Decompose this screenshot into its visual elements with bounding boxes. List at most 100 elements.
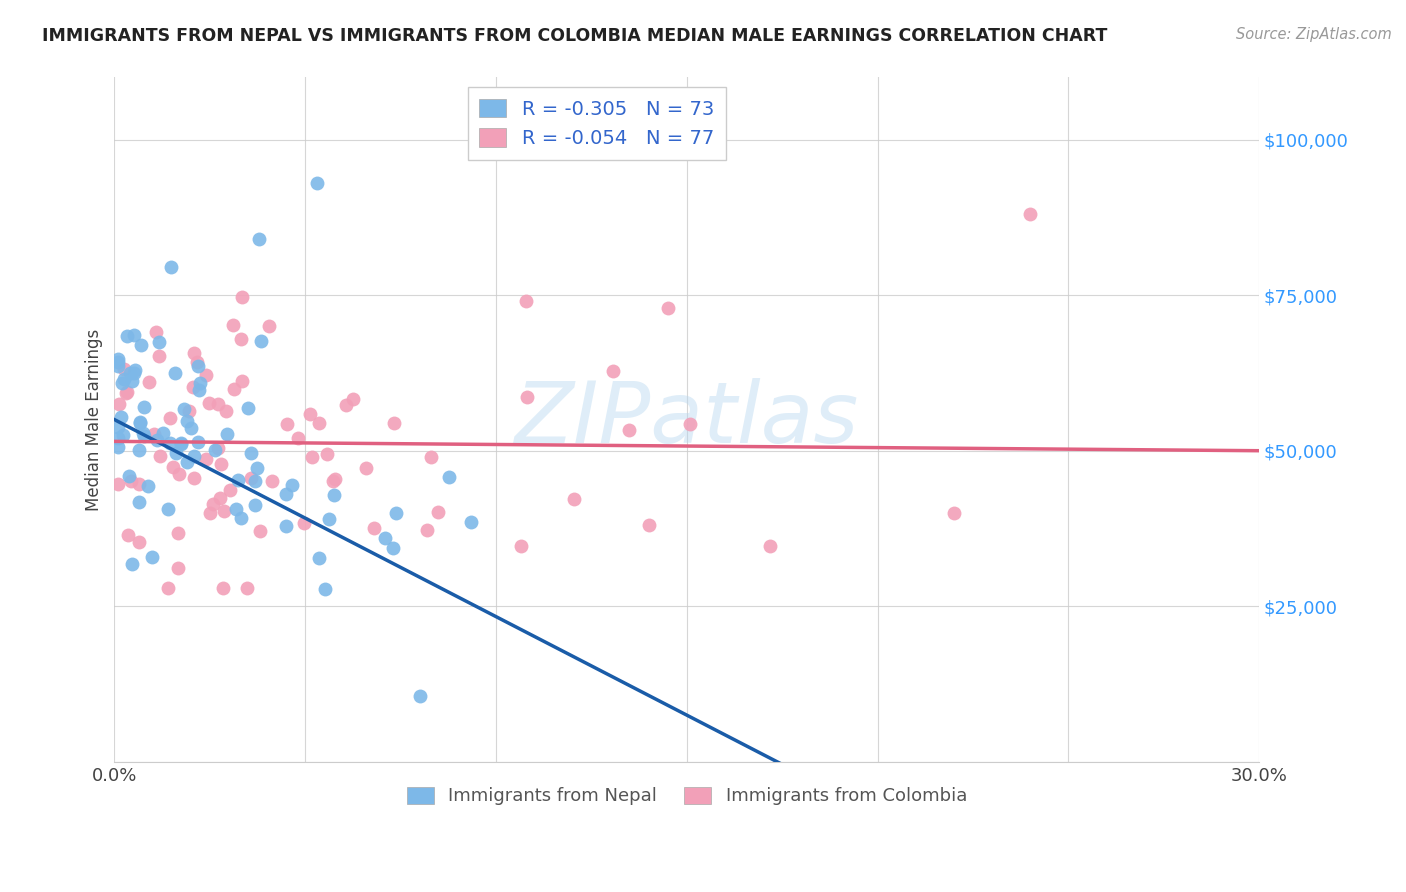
Point <box>170 436 193 450</box>
Point <box>382 541 405 555</box>
Point <box>219 483 242 497</box>
Point <box>187 359 209 374</box>
Text: Source: ZipAtlas.com: Source: ZipAtlas.com <box>1236 27 1392 42</box>
Point <box>758 539 780 553</box>
Point <box>245 474 267 488</box>
Point <box>180 421 202 435</box>
Point <box>315 447 337 461</box>
Point <box>156 501 179 516</box>
Point <box>157 581 180 595</box>
Point <box>231 290 253 304</box>
Point <box>107 431 129 445</box>
Point <box>222 318 245 333</box>
Point <box>215 426 238 441</box>
Point <box>132 429 155 443</box>
Point <box>165 446 187 460</box>
Point <box>117 329 139 343</box>
Point <box>120 474 142 488</box>
Point <box>183 450 205 464</box>
Point <box>247 232 270 246</box>
Point <box>179 404 201 418</box>
Point <box>107 352 129 367</box>
Point <box>515 293 537 308</box>
Point <box>212 504 235 518</box>
Point <box>384 506 406 520</box>
Point <box>122 366 145 380</box>
Point <box>619 423 641 437</box>
Point <box>138 376 160 390</box>
Point <box>107 477 129 491</box>
Point <box>222 382 245 396</box>
Point <box>117 528 139 542</box>
Point <box>260 475 283 489</box>
Point <box>159 435 181 450</box>
Point <box>187 434 209 449</box>
Point <box>236 401 259 415</box>
Text: IMMIGRANTS FROM NEPAL VS IMMIGRANTS FROM COLOMBIA MEDIAN MALE EARNINGS CORRELATI: IMMIGRANTS FROM NEPAL VS IMMIGRANTS FROM… <box>42 27 1108 45</box>
Point <box>231 374 253 388</box>
Point <box>276 519 298 533</box>
Point <box>173 401 195 416</box>
Point <box>298 408 321 422</box>
Point <box>208 491 231 505</box>
Point <box>129 415 152 429</box>
Point <box>427 505 450 519</box>
Point <box>239 471 262 485</box>
Point <box>382 416 405 430</box>
Point <box>197 396 219 410</box>
Point <box>149 450 172 464</box>
Point <box>374 531 396 545</box>
Point <box>314 582 336 597</box>
Point <box>121 558 143 572</box>
Point <box>335 399 357 413</box>
Point <box>183 346 205 360</box>
Point <box>308 416 330 430</box>
Point <box>128 442 150 457</box>
Point <box>136 479 159 493</box>
Point <box>181 380 204 394</box>
Point <box>186 354 208 368</box>
Point <box>107 359 129 373</box>
Point <box>183 471 205 485</box>
Point <box>110 410 132 425</box>
Point <box>942 506 965 520</box>
Point <box>657 301 679 315</box>
Point <box>112 372 135 386</box>
Y-axis label: Median Male Earnings: Median Male Earnings <box>86 328 103 511</box>
Point <box>162 460 184 475</box>
Point <box>170 435 193 450</box>
Point <box>243 498 266 512</box>
Point <box>115 386 138 401</box>
Point <box>107 397 129 411</box>
Point <box>129 338 152 352</box>
Point <box>165 367 187 381</box>
Point <box>510 539 533 553</box>
Point <box>419 450 441 465</box>
Point <box>209 457 232 471</box>
Point <box>111 427 134 442</box>
Point <box>602 364 624 378</box>
Point <box>188 376 211 391</box>
Point <box>225 501 247 516</box>
Point <box>292 516 315 531</box>
Point <box>363 521 385 535</box>
Point <box>516 390 538 404</box>
Point <box>322 474 344 488</box>
Point <box>198 506 221 520</box>
Point <box>460 516 482 530</box>
Point <box>323 472 346 486</box>
Point <box>305 176 328 190</box>
Point <box>276 417 298 432</box>
Point <box>107 440 129 454</box>
Point <box>131 425 153 440</box>
Point <box>257 318 280 333</box>
Point <box>121 374 143 388</box>
Point <box>204 442 226 457</box>
Point <box>176 455 198 469</box>
Point <box>274 487 297 501</box>
Point <box>112 362 135 376</box>
Point <box>215 404 238 418</box>
Point <box>207 397 229 411</box>
Point <box>231 332 253 346</box>
Point <box>322 488 344 502</box>
